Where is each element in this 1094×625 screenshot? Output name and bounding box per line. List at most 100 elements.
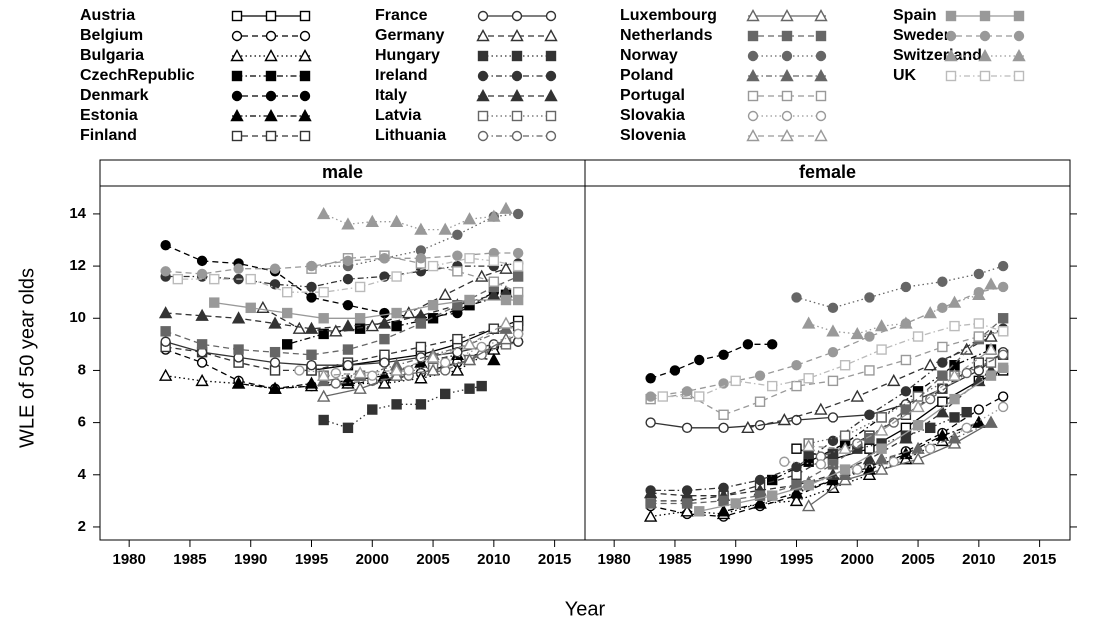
data-point — [681, 498, 693, 509]
legend-marker — [299, 70, 311, 82]
data-point — [377, 316, 392, 329]
data-point — [961, 422, 972, 434]
data-point — [487, 287, 501, 300]
data-point — [801, 439, 816, 452]
data-point — [791, 380, 802, 392]
data-point — [900, 281, 912, 293]
data-point — [789, 486, 804, 499]
legend-label: Netherlands — [620, 27, 713, 44]
data-point — [779, 456, 790, 467]
data-point — [209, 273, 220, 285]
series-line — [238, 354, 494, 390]
series-line — [311, 255, 519, 293]
x-tick-label: 1990 — [234, 551, 267, 568]
data-point — [937, 341, 948, 353]
legend-marker — [545, 130, 557, 142]
series-line — [699, 367, 1004, 512]
legend-marker — [264, 109, 278, 122]
data-point — [754, 490, 766, 501]
y-tick-label: 14 — [69, 205, 86, 222]
legend-marker — [1013, 10, 1025, 22]
y-tick-label: 2 — [78, 518, 86, 535]
data-point — [476, 341, 487, 353]
series-line — [796, 265, 1004, 309]
panel-title: male — [322, 162, 363, 182]
legend-marker — [945, 30, 957, 42]
data-point — [997, 281, 1009, 293]
legend-label: Italy — [375, 87, 407, 104]
data-point — [657, 391, 668, 402]
legend-marker — [815, 90, 827, 102]
legend-marker — [265, 90, 277, 102]
data-point — [681, 422, 693, 434]
data-point — [160, 336, 171, 347]
data-point — [973, 331, 985, 342]
data-point — [850, 326, 864, 340]
data-point — [766, 380, 778, 392]
data-point — [669, 365, 681, 376]
data-point — [365, 319, 379, 332]
legend-marker — [978, 49, 992, 62]
data-point — [403, 365, 414, 376]
data-point — [415, 318, 427, 329]
series-line — [808, 361, 992, 445]
series-line — [165, 349, 495, 390]
data-point — [377, 376, 392, 389]
data-point — [488, 276, 500, 287]
data-point — [876, 344, 887, 355]
data-point — [862, 462, 877, 475]
legend-marker — [510, 29, 524, 42]
legend-label: France — [375, 7, 428, 24]
y-tick-label: 10 — [69, 309, 86, 326]
data-point — [488, 323, 500, 334]
data-point — [342, 255, 354, 267]
data-point — [742, 339, 754, 350]
legend-marker — [298, 109, 312, 122]
legend-marker — [746, 9, 760, 22]
data-point — [766, 474, 778, 486]
legend-marker — [814, 9, 828, 22]
data-point — [984, 415, 998, 428]
data-point — [827, 412, 839, 423]
legend-marker — [1013, 30, 1025, 42]
data-point — [923, 306, 937, 319]
y-tick-label: 6 — [78, 414, 86, 431]
data-point — [306, 281, 317, 293]
data-point — [925, 443, 936, 454]
data-point — [462, 337, 477, 350]
data-point — [353, 381, 367, 394]
data-point — [643, 486, 658, 499]
data-point — [997, 362, 1009, 374]
data-point — [330, 378, 342, 389]
legend-label: Denmark — [80, 87, 149, 104]
legend-marker — [979, 10, 991, 22]
data-point — [791, 292, 802, 303]
data-point — [827, 375, 839, 387]
series-line — [808, 349, 992, 450]
data-point — [292, 321, 307, 334]
legend-label: Slovakia — [620, 107, 685, 124]
legend-marker — [265, 130, 277, 142]
legend-label: Sweden — [893, 27, 953, 44]
data-point — [414, 371, 428, 384]
series-line — [650, 328, 1004, 492]
data-point — [874, 423, 889, 436]
data-point — [316, 389, 331, 402]
data-point — [452, 333, 463, 345]
legend-marker — [511, 130, 523, 142]
data-point — [716, 504, 731, 517]
y-axis-label: WLE of 50 year olds — [16, 268, 38, 448]
data-point — [741, 420, 755, 434]
data-point — [499, 316, 513, 329]
legend-label: Norway — [620, 47, 678, 64]
data-point — [379, 253, 390, 264]
data-point — [341, 217, 355, 230]
data-point — [850, 389, 864, 402]
data-point — [961, 406, 972, 418]
data-point — [718, 422, 729, 434]
legend-marker — [781, 110, 793, 122]
data-point — [487, 209, 501, 222]
data-point — [316, 206, 331, 220]
legend-marker — [476, 89, 490, 102]
